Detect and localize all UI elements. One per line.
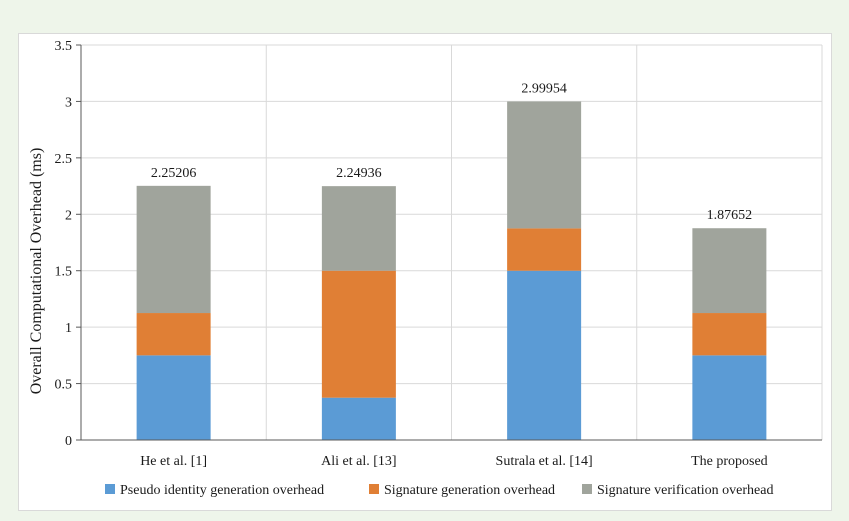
x-category-label: Sutrala et al. [14] <box>496 454 593 469</box>
bar-segment <box>321 397 396 440</box>
y-tick-label: 2.5 <box>55 152 73 167</box>
y-tick-label: 0.5 <box>55 378 73 393</box>
legend-label: Signature generation overhead <box>384 483 555 498</box>
y-axis-title: Overall Computational Overhead (ms) <box>28 148 45 395</box>
legend-swatch <box>582 484 592 494</box>
bar-segment <box>321 186 396 271</box>
bar-total-label: 1.87652 <box>707 208 753 223</box>
bar-segment <box>692 355 767 440</box>
y-tick-label: 3 <box>65 95 72 110</box>
legend-label: Pseudo identity generation overhead <box>120 483 324 498</box>
bar-segment <box>136 313 211 356</box>
bar-total-label: 2.24936 <box>336 166 382 181</box>
bar-segment <box>136 185 211 314</box>
x-category-label: He et al. [1] <box>140 454 207 469</box>
y-tick-label: 3.5 <box>55 39 73 54</box>
bar-total-label: 2.99954 <box>521 81 567 96</box>
legend-label: Signature verification overhead <box>597 483 773 498</box>
bar-segment <box>507 228 582 271</box>
legend-swatch <box>369 484 379 494</box>
y-tick-label: 1.5 <box>55 265 73 280</box>
legend-swatch <box>105 484 115 494</box>
bar-segment <box>692 228 767 314</box>
stacked-bar-chart: 2.25206 2.24936 2.99954 1.87652 0 0.5 1 1.5 2 2.… <box>28 39 823 498</box>
y-tick-label: 1 <box>65 321 72 336</box>
bars: 2.25206 2.24936 2.99954 1.87652 <box>136 81 767 440</box>
bar-segment <box>692 313 767 356</box>
bar-segment <box>507 101 582 229</box>
y-tick-label: 0 <box>65 434 72 449</box>
legend: Pseudo identity generation overhead Signa… <box>105 483 773 498</box>
x-category-label: The proposed <box>691 454 768 469</box>
x-category-label: Ali et al. [13] <box>321 454 396 469</box>
chart-container: 2.25206 2.24936 2.99954 1.87652 0 0.5 1 1.5 2 2.… <box>18 33 832 511</box>
y-tick-label: 2 <box>65 208 72 223</box>
axes: 0 0.5 1 1.5 2 2.5 3 3.5 He et al. [1] Ali et al. … <box>55 39 822 469</box>
bar-segment <box>321 270 396 398</box>
bar-total-label: 2.25206 <box>151 166 197 181</box>
bar-segment <box>136 355 211 440</box>
bar-segment <box>507 270 582 440</box>
